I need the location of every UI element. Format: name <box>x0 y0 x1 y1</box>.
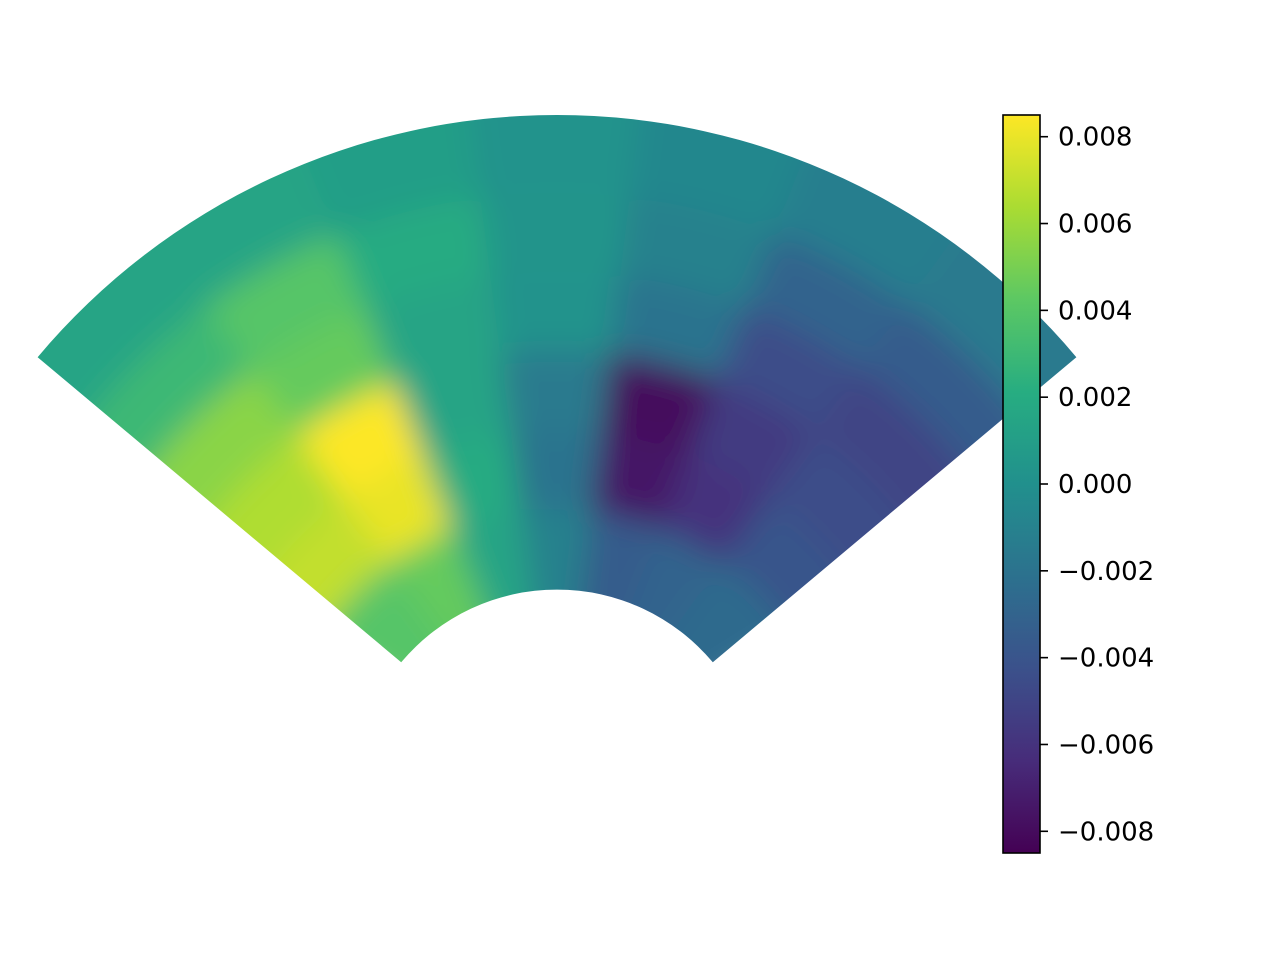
heatmap-cell <box>590 432 691 532</box>
heatmap-cells <box>37 114 1077 663</box>
heatmap-cell <box>510 430 604 515</box>
heatmap-cell <box>251 307 398 438</box>
heatmap-cell <box>287 114 485 238</box>
colorbar-tick-label: −0.008 <box>1058 817 1154 847</box>
heatmap-cell <box>463 114 651 201</box>
colorbar-gradient <box>1003 115 1040 853</box>
heatmap-cell <box>37 196 210 477</box>
heatmap-cell <box>520 509 594 646</box>
colorbar-tick-label: 0.000 <box>1058 470 1132 500</box>
heatmap-area <box>37 114 1077 663</box>
heatmap-cell <box>500 350 614 436</box>
heatmap-cell <box>204 233 370 374</box>
heatmap-cell <box>490 271 624 358</box>
heatmap-cell <box>610 275 750 385</box>
heatmap-cell <box>600 354 720 459</box>
heatmap-cell <box>629 114 827 238</box>
colorbar-tick-label: 0.008 <box>1058 123 1132 153</box>
heatmap-cell <box>316 561 471 663</box>
colorbar-tick-label: 0.006 <box>1058 210 1132 240</box>
heatmap-cell <box>480 192 634 279</box>
colorbar-tick-label: 0.004 <box>1058 296 1132 326</box>
heatmap-cell <box>744 233 910 374</box>
heatmap-cell <box>344 454 456 566</box>
heatmap-cell <box>643 561 798 663</box>
colorbar-tick-label: −0.002 <box>1058 557 1154 587</box>
colorbar-ticks: 0.008 0.006 0.004 0.002 0.000 −0.002 −0.004 −0.… <box>1040 123 1154 847</box>
colorbar-tick-label: −0.004 <box>1058 644 1154 674</box>
heatmap-cell <box>364 275 504 385</box>
heatmap-cell <box>658 454 770 566</box>
colorbar: 0.008 0.006 0.004 0.002 0.000 −0.002 −0.004 −0.… <box>1002 114 1154 854</box>
heatmap-cell <box>423 432 524 532</box>
colorbar-tick-label: 0.002 <box>1058 383 1132 413</box>
heatmap-cell <box>716 307 863 438</box>
heatmap-cell <box>394 354 514 459</box>
colorbar-tick-label: −0.006 <box>1058 730 1154 760</box>
heatmap-cell <box>904 196 1077 477</box>
